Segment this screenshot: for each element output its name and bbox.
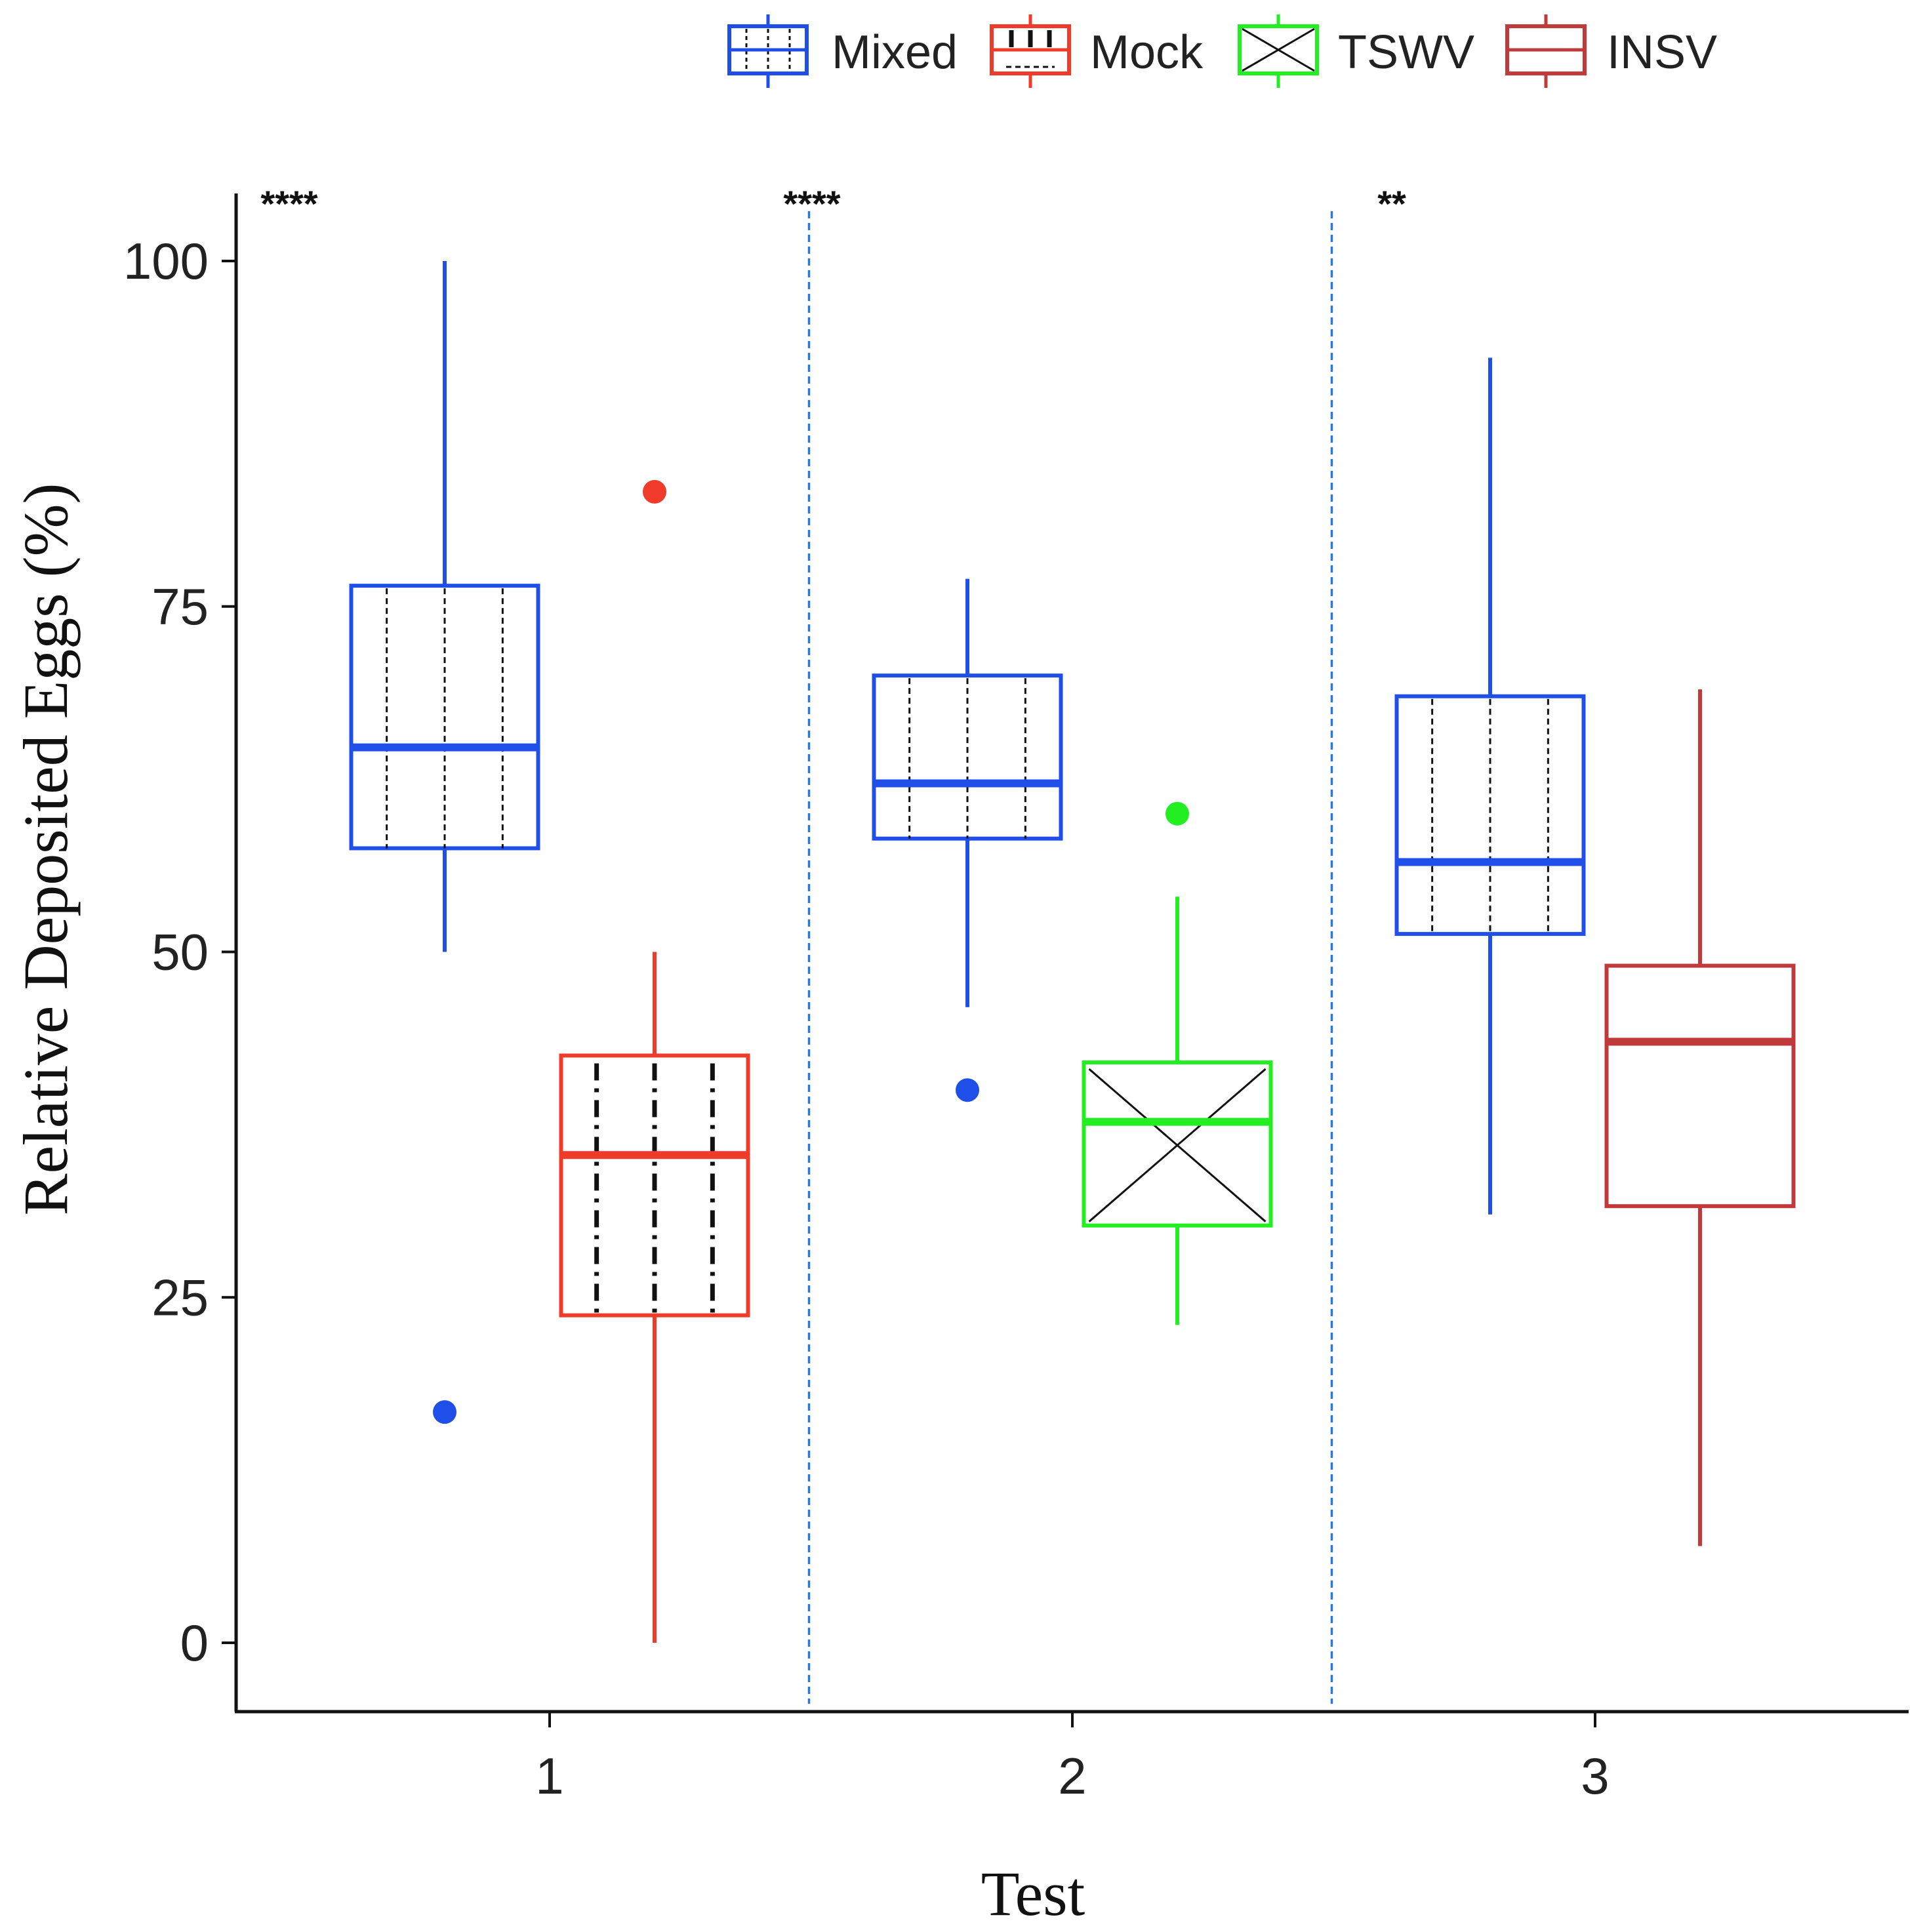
legend-label-insv: INSV <box>1607 26 1717 79</box>
legend-label-mock: Mock <box>1090 26 1204 79</box>
axes: 0 25 50 75 100 1 2 3 <box>123 193 1909 1805</box>
legend-label-tswv: TSWV <box>1338 26 1474 79</box>
legend-item-mixed: Mixed <box>727 14 958 88</box>
significance-label-3: ** <box>1377 183 1406 224</box>
y-tick-label-100: 100 <box>123 232 209 290</box>
legend-tswv-diag-2 <box>1242 28 1315 72</box>
y-tick-label-75: 75 <box>152 578 209 635</box>
box-mock-test-1-outlier-1 <box>643 479 666 504</box>
box-mock-test-1 <box>559 479 750 1643</box>
box-series <box>349 261 1796 1643</box>
y-axis-title: Relative Deposited Eggs (%) <box>10 483 81 1215</box>
legend: Mixed Mock TSWV INSV <box>727 14 1717 88</box>
box-tswv-test-2 <box>1082 801 1273 1325</box>
box-mixed-test-3-iqr-rect <box>1394 694 1586 936</box>
box-mock-test-1-iqr-rect <box>559 1053 750 1318</box>
series-insv <box>1604 689 1796 1546</box>
legend-label-mixed: Mixed <box>832 26 958 79</box>
box-insv-test-3-iqr-rect <box>1604 963 1796 1209</box>
box-mixed-test-1 <box>349 261 540 1424</box>
significance-labels: **** **** ** <box>260 183 1406 224</box>
significance-label-1: **** <box>260 183 317 224</box>
x-tick-label-2: 2 <box>1058 1747 1086 1805</box>
series-tswv <box>1082 801 1273 1325</box>
legend-item-tswv: TSWV <box>1238 14 1474 88</box>
series-mock <box>559 479 750 1643</box>
box-mixed-test-2-outlier-1 <box>956 1078 979 1102</box>
box-insv-test-3 <box>1604 689 1796 1546</box>
test-separators <box>807 211 1333 1704</box>
box-mixed-test-2 <box>872 578 1063 1102</box>
box-tswv-test-2-pattern-diag-2 <box>1088 1068 1266 1222</box>
legend-item-mock: Mock <box>990 14 1204 88</box>
x-axis-title: Test <box>981 1859 1085 1929</box>
box-mixed-test-3 <box>1394 357 1586 1215</box>
box-mixed-test-1-outlier-1 <box>433 1400 456 1424</box>
x-tick-label-3: 3 <box>1581 1747 1609 1805</box>
significance-label-2: **** <box>783 183 840 224</box>
y-tick-label-50: 50 <box>152 923 209 981</box>
box-tswv-test-2-outlier-1 <box>1165 801 1189 826</box>
legend-item-insv: INSV <box>1505 14 1717 88</box>
y-tick-label-25: 25 <box>152 1268 209 1326</box>
y-tick-label-0: 0 <box>180 1614 209 1672</box>
series-mixed <box>349 261 1586 1424</box>
x-tick-label-1: 1 <box>535 1747 563 1805</box>
